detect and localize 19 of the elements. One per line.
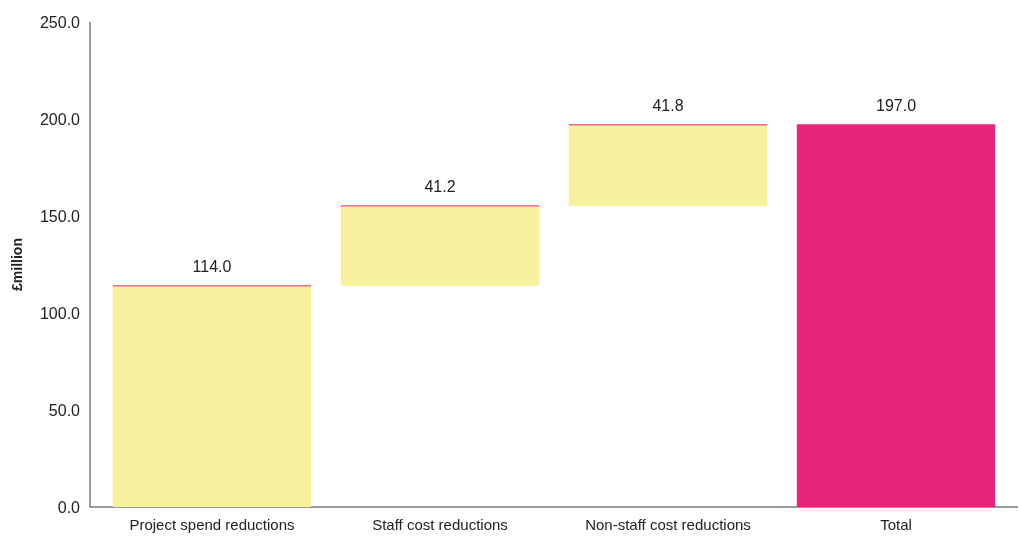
x-tick-label: Project spend reductions — [129, 515, 295, 533]
y-tick-label: 150.0 — [39, 207, 81, 225]
y-tick-label: 100.0 — [39, 304, 81, 322]
y-axis-title: £million — [9, 238, 25, 291]
y-tick-label: 200.0 — [39, 110, 81, 128]
y-tick-label: 250.0 — [39, 13, 81, 31]
data-label: 197.0 — [875, 96, 917, 114]
data-label: 114.0 — [192, 257, 232, 275]
bar — [340, 205, 540, 287]
x-tick-label: Non-staff cost reductions — [585, 515, 751, 533]
y-tick-label: 50.0 — [48, 401, 81, 419]
x-tick-label: Total — [880, 515, 912, 533]
bar — [112, 285, 312, 508]
y-tick-label: 0.0 — [57, 498, 81, 516]
data-label: 41.8 — [652, 96, 684, 114]
x-tick-label: Staff cost reductions — [372, 515, 508, 533]
data-label: 41.2 — [424, 177, 456, 195]
bar — [568, 124, 768, 207]
bar — [796, 124, 996, 508]
